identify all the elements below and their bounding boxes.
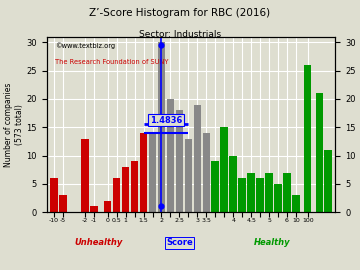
Text: Z’-Score Histogram for RBC (2016): Z’-Score Histogram for RBC (2016) [89,8,271,18]
Text: The Research Foundation of SUNY: The Research Foundation of SUNY [55,59,169,65]
Text: ©www.textbiz.org: ©www.textbiz.org [55,42,116,49]
Bar [256,178,264,212]
Bar [140,133,147,212]
Bar [167,99,174,212]
Text: Unhealthy: Unhealthy [75,238,123,248]
Text: Score: Score [166,238,193,248]
Bar [304,65,311,212]
Bar [238,178,246,212]
Bar [176,110,183,212]
Bar [220,127,228,212]
Bar [211,161,219,212]
Bar [122,167,130,212]
Bar [265,173,273,212]
Bar [185,139,192,212]
Bar [131,161,138,212]
Bar [315,93,323,212]
Bar [229,156,237,212]
Bar [203,133,210,212]
Text: Healthy: Healthy [253,238,290,248]
Bar [158,42,165,212]
Bar [50,178,58,212]
Bar [283,173,291,212]
Bar [247,173,255,212]
Bar [59,195,67,212]
Y-axis label: Number of companies
(573 total): Number of companies (573 total) [4,82,23,167]
Text: Sector: Industrials: Sector: Industrials [139,30,221,39]
Bar [194,104,201,212]
Text: 1.4836: 1.4836 [150,116,182,125]
Bar [81,139,89,212]
Bar [292,195,300,212]
Bar [324,150,332,212]
Bar [90,207,98,212]
Bar [274,184,282,212]
Bar [104,201,112,212]
Bar [113,178,121,212]
Bar [149,133,156,212]
